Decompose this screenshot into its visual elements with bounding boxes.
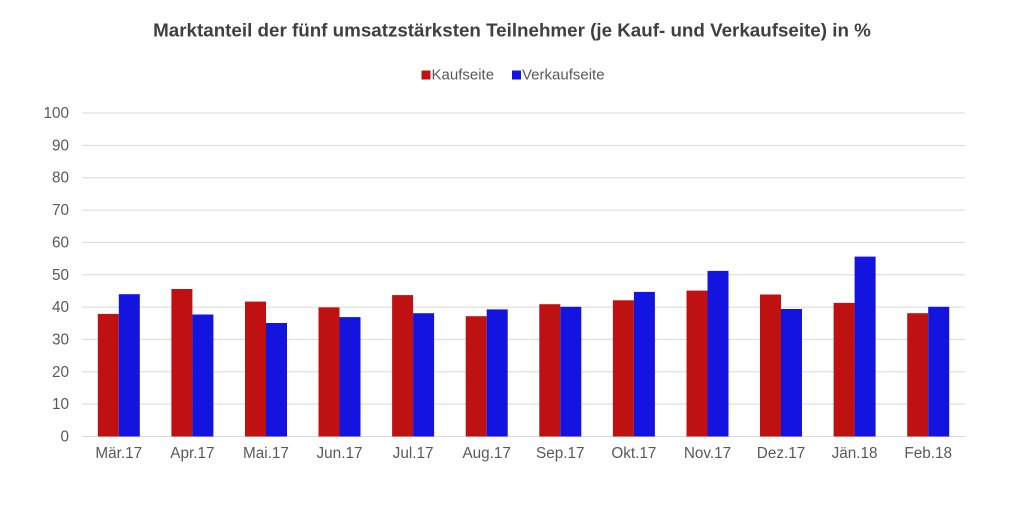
svg-text:Okt.17: Okt.17 — [611, 445, 656, 462]
svg-text:Jän.18: Jän.18 — [832, 445, 878, 462]
svg-text:Nov.17: Nov.17 — [684, 445, 731, 462]
svg-text:10: 10 — [52, 396, 69, 413]
svg-text:60: 60 — [52, 234, 69, 251]
svg-text:Sep.17: Sep.17 — [536, 445, 584, 462]
svg-text:30: 30 — [52, 331, 69, 348]
svg-text:70: 70 — [52, 202, 69, 219]
svg-text:80: 80 — [52, 170, 69, 187]
svg-text:Jun.17: Jun.17 — [317, 445, 363, 462]
svg-text:100: 100 — [43, 105, 69, 122]
svg-text:Aug.17: Aug.17 — [462, 445, 510, 462]
svg-text:Verkaufseite: Verkaufseite — [522, 67, 605, 84]
svg-text:Apr.17: Apr.17 — [170, 445, 214, 462]
svg-text:Feb.18: Feb.18 — [904, 445, 952, 462]
svg-text:90: 90 — [52, 137, 69, 154]
svg-text:Kaufseite: Kaufseite — [432, 67, 495, 84]
svg-text:Dez.17: Dez.17 — [757, 445, 805, 462]
svg-text:0: 0 — [60, 429, 69, 446]
svg-text:40: 40 — [52, 299, 69, 316]
svg-text:Mär.17: Mär.17 — [95, 445, 142, 462]
svg-text:Jul.17: Jul.17 — [393, 445, 434, 462]
svg-text:50: 50 — [52, 267, 69, 284]
svg-text:Marktanteil der fünf umsatzstä: Marktanteil der fünf umsatzstärksten Tei… — [153, 20, 871, 41]
svg-text:20: 20 — [52, 364, 69, 381]
svg-text:Mai.17: Mai.17 — [243, 445, 289, 462]
